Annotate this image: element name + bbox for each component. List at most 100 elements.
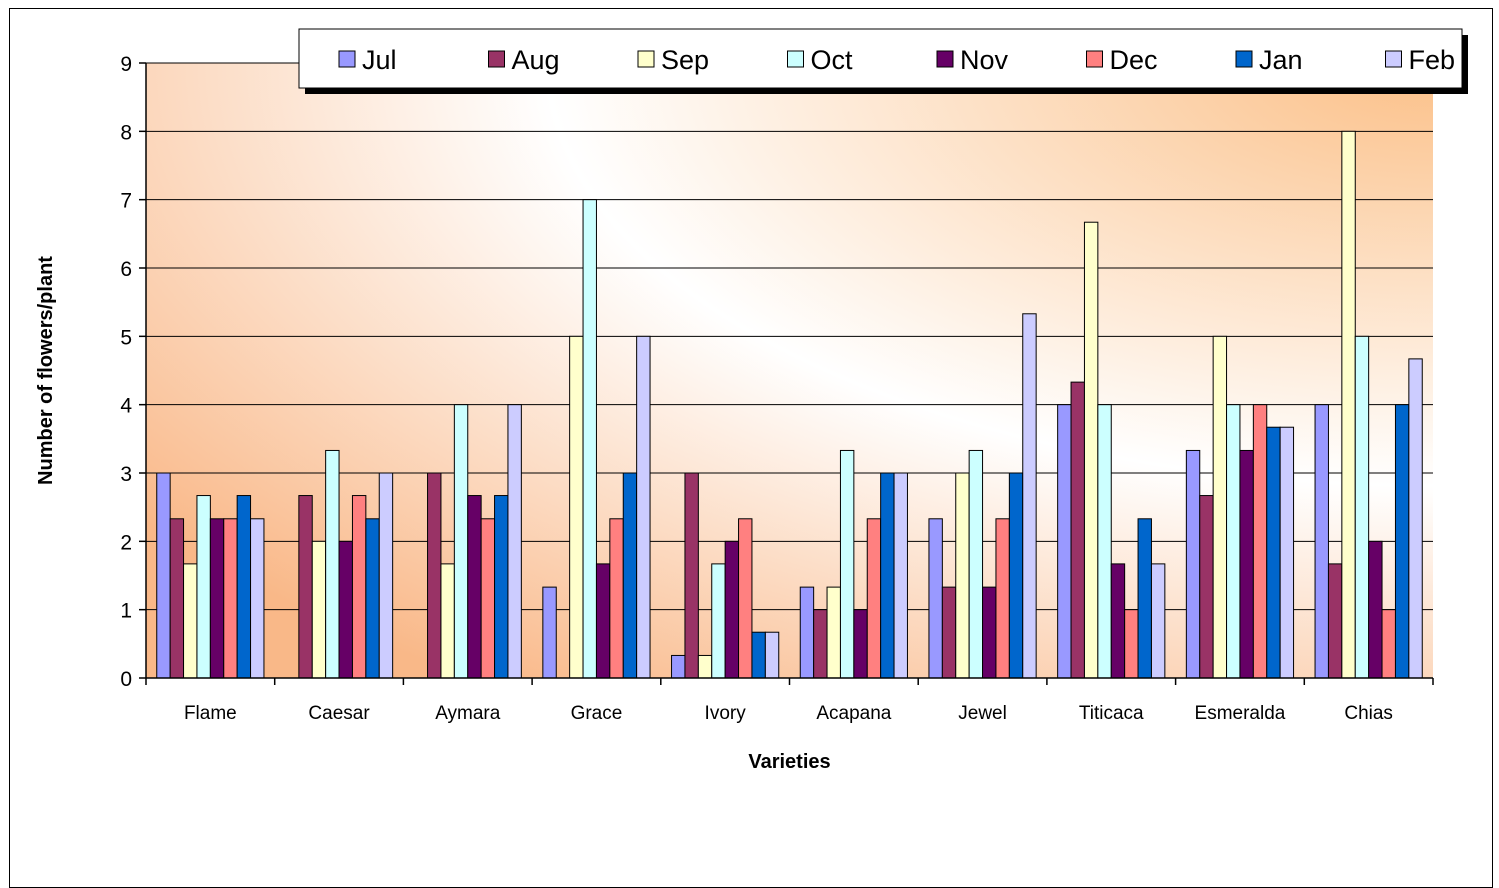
- bar-flame-aug: [169, 518, 185, 679]
- bar-jewel-sep: [955, 472, 970, 679]
- bar-caesar-sep: [311, 540, 327, 679]
- bar-aymara-aug: [427, 472, 442, 679]
- x-tick-label-flame: Flame: [184, 703, 237, 724]
- bar-esmeralda-oct: [1226, 404, 1241, 679]
- legend: Jul Aug Sep Oct Nov Dec Jan Feb: [298, 28, 1468, 94]
- bar-flame-jan: [236, 495, 252, 679]
- legend-label-feb: Feb: [1409, 45, 1456, 75]
- bar-titicaca-nov: [1110, 563, 1126, 679]
- bar-esmeralda-nov: [1239, 449, 1254, 679]
- bars: [156, 130, 1423, 679]
- x-tick-label-aymara: Aymara: [435, 703, 501, 724]
- y-tick-label: 8: [120, 121, 132, 144]
- legend-swatch-jan: [1235, 50, 1253, 68]
- bar-flame-oct: [196, 495, 211, 679]
- legend-label-oct: Oct: [811, 45, 854, 75]
- bar-aymara-nov: [467, 495, 482, 679]
- bar-caesar-feb: [378, 472, 394, 679]
- bar-jewel-feb: [1022, 313, 1037, 679]
- y-tick-label: 5: [120, 326, 132, 349]
- bar-esmeralda-dec: [1252, 404, 1268, 679]
- bar-esmeralda-feb: [1279, 426, 1295, 679]
- legend-label-nov: Nov: [960, 45, 1009, 75]
- bar-chias-jan: [1394, 404, 1410, 679]
- bar-jewel-nov: [982, 586, 997, 679]
- x-tick-label-caesar: Caesar: [308, 703, 370, 724]
- bar-chias-nov: [1368, 540, 1383, 679]
- legend-swatch-dec: [1086, 50, 1103, 68]
- bar-ivory-jan: [751, 631, 766, 679]
- legend-swatch-jul: [338, 50, 356, 68]
- x-tick-label-grace: Grace: [571, 703, 623, 724]
- bar-acapana-nov: [853, 609, 868, 679]
- bar-grace-feb: [636, 335, 651, 679]
- bar-caesar-aug: [298, 495, 313, 679]
- bar-grace-jan: [622, 472, 638, 679]
- bar-grace-nov: [595, 563, 611, 679]
- bar-caesar-oct: [325, 449, 340, 679]
- bar-flame-jul: [156, 472, 171, 679]
- bar-titicaca-oct: [1097, 404, 1112, 679]
- legend-label-jul: Jul: [362, 45, 397, 75]
- bar-esmeralda-jan: [1266, 426, 1281, 679]
- bar-acapana-aug: [813, 609, 828, 679]
- bar-grace-dec: [609, 518, 624, 679]
- bar-jewel-jan: [1008, 472, 1024, 679]
- y-tick-label: 9: [120, 53, 132, 76]
- bar-ivory-jul: [671, 654, 686, 679]
- y-tick-label: 1: [120, 600, 132, 623]
- bar-caesar-nov: [338, 540, 353, 679]
- bar-grace-jul: [542, 586, 557, 679]
- legend-swatch-sep: [637, 50, 655, 68]
- bar-jewel-aug: [941, 586, 957, 679]
- x-tick-label-ivory: Ivory: [705, 703, 747, 724]
- bar-acapana-jan: [880, 472, 895, 679]
- bar-flame-feb: [250, 518, 265, 679]
- bar-esmeralda-jul: [1185, 449, 1201, 679]
- x-tick-label-chias: Chias: [1344, 703, 1393, 724]
- bar-aymara-dec: [480, 518, 496, 679]
- bar-chias-dec: [1381, 609, 1396, 679]
- bar-flame-nov: [209, 518, 225, 679]
- x-tick-label-jewel: Jewel: [958, 703, 1007, 724]
- legend-label-aug: Aug: [512, 45, 560, 75]
- y-tick-label: 6: [120, 258, 132, 281]
- bar-aymara-oct: [453, 404, 469, 679]
- bar-esmeralda-aug: [1199, 495, 1214, 679]
- bar-ivory-sep: [697, 654, 713, 679]
- x-tick-label-acapana: Acapana: [816, 703, 891, 724]
- bar-chias-oct: [1354, 335, 1370, 679]
- legend-swatch-oct: [787, 50, 804, 68]
- legend-label-jan: Jan: [1259, 45, 1303, 75]
- bar-caesar-dec: [351, 495, 367, 679]
- bar-flame-dec: [223, 518, 238, 679]
- y-tick-label: 4: [120, 395, 132, 418]
- x-axis-title: Varieties: [748, 751, 830, 773]
- bar-titicaca-feb: [1150, 563, 1166, 679]
- y-tick-label: 3: [120, 463, 132, 486]
- bar-titicaca-aug: [1070, 381, 1085, 679]
- bar-acapana-dec: [866, 518, 882, 679]
- bar-chias-feb: [1408, 358, 1423, 679]
- bar-grace-oct: [582, 199, 597, 679]
- bar-flame-sep: [183, 563, 198, 679]
- y-axis-title: Number of flowers/plant: [35, 256, 57, 485]
- bar-titicaca-dec: [1124, 609, 1139, 679]
- bar-titicaca-sep: [1083, 221, 1099, 679]
- bar-acapana-jul: [799, 586, 815, 679]
- bar-jewel-jul: [928, 518, 943, 679]
- bar-ivory-dec: [738, 518, 753, 679]
- legend-swatch-nov: [936, 50, 954, 68]
- y-tick-label: 7: [120, 190, 132, 213]
- bar-acapana-oct: [839, 449, 855, 679]
- bar-aymara-feb: [507, 404, 522, 679]
- bar-caesar-jan: [365, 518, 380, 679]
- bar-ivory-feb: [764, 631, 780, 679]
- bar-titicaca-jul: [1057, 404, 1072, 679]
- bar-ivory-oct: [711, 563, 726, 679]
- bar-ivory-nov: [724, 540, 740, 679]
- bar-titicaca-jan: [1137, 518, 1152, 679]
- legend-label-dec: Dec: [1110, 45, 1158, 75]
- legend-label-sep: Sep: [661, 45, 709, 75]
